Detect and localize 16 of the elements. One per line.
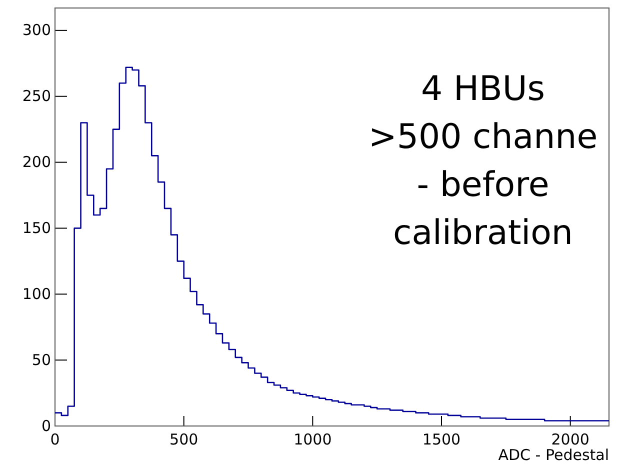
x-axis-title: ADC - Pedestal: [498, 446, 609, 464]
x-tick-label: 500: [170, 430, 198, 449]
annotation: calibration: [393, 213, 573, 253]
y-tick-label: 200: [22, 153, 51, 172]
y-tick-label: 0: [41, 416, 51, 435]
y-tick-label: 250: [22, 87, 51, 106]
x-tick-label: 1500: [422, 430, 461, 449]
annotation: - before: [416, 165, 550, 205]
y-tick-label: 50: [32, 350, 51, 369]
annotation: >500 channe: [368, 117, 598, 157]
y-tick-label: 300: [22, 21, 51, 40]
y-tick-label: 100: [22, 284, 51, 303]
x-tick-label: 1000: [294, 430, 332, 449]
y-tick-label: 150: [22, 219, 51, 238]
annotation: 4 HBUs: [421, 69, 545, 109]
x-tick-label: 2000: [551, 430, 590, 449]
